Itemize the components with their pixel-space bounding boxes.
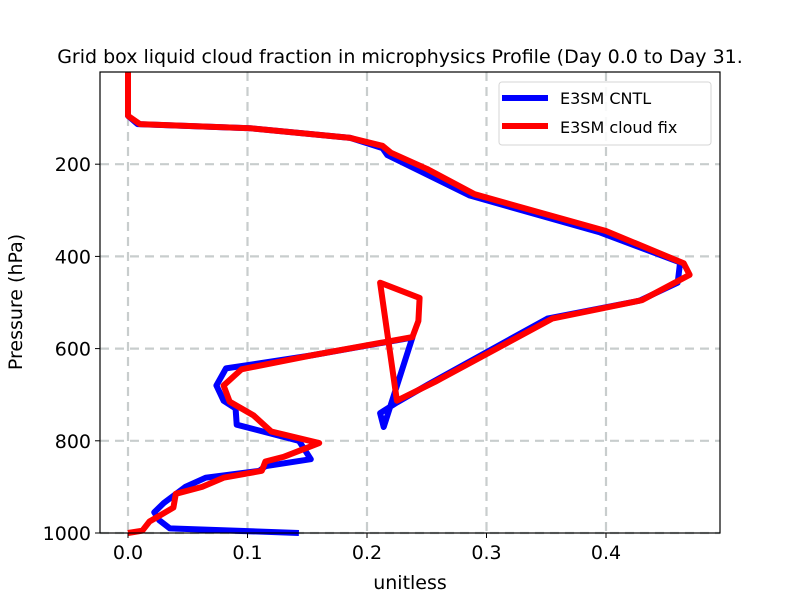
y-tick-label: 600 — [55, 339, 91, 361]
series-line-e3sm-cloud-fix — [125, 72, 693, 536]
legend: E3SM CNTL E3SM cloud fix — [498, 81, 712, 146]
data-series — [125, 72, 693, 536]
legend-label-cntl: E3SM CNTL — [560, 89, 651, 108]
y-tick-label: 200 — [55, 154, 91, 176]
x-tick-label: 0.3 — [471, 542, 501, 564]
y-axis-ticks: 200 400 600 800 1000 — [43, 154, 100, 545]
series-line-e3sm-cntl — [125, 72, 684, 536]
x-tick-label: 0.2 — [352, 542, 382, 564]
x-tick-label: 0.1 — [232, 542, 262, 564]
x-axis-label: unitless — [373, 572, 447, 594]
x-tick-label: 0.0 — [113, 542, 143, 564]
y-tick-label: 800 — [55, 431, 91, 453]
legend-box — [498, 81, 712, 146]
y-tick-label: 400 — [55, 246, 91, 268]
legend-label-cloud-fix: E3SM cloud fix — [560, 118, 677, 137]
y-axis-label: Pressure (hPa) — [5, 234, 27, 370]
chart-title: Grid box liquid cloud fraction in microp… — [57, 46, 743, 68]
plot-frame — [99, 71, 721, 534]
x-tick-label: 0.4 — [591, 542, 621, 564]
x-axis-ticks: 0.0 0.1 0.2 0.3 0.4 — [113, 533, 621, 564]
y-tick-label: 1000 — [43, 523, 91, 545]
